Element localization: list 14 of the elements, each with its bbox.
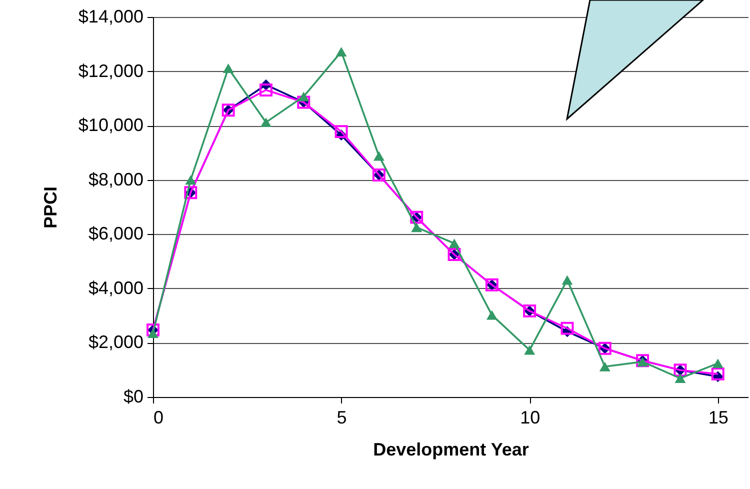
y-tick-label: $2,000 bbox=[88, 332, 144, 352]
y-axis-title: PPCI bbox=[40, 186, 60, 229]
x-tick-label: 15 bbox=[708, 408, 728, 428]
y-tick-label: $0 bbox=[123, 386, 144, 406]
x-axis-title: Development Year bbox=[373, 440, 529, 460]
y-tick-label: $4,000 bbox=[88, 278, 144, 298]
x-tick-label: 5 bbox=[336, 408, 347, 428]
y-tick-label: $14,000 bbox=[78, 6, 144, 26]
y-tick-label: $10,000 bbox=[78, 115, 144, 136]
x-tick-label: 10 bbox=[520, 408, 540, 428]
y-tick-label: $12,000 bbox=[78, 60, 144, 81]
y-tick-label: $8,000 bbox=[88, 169, 144, 190]
y-tick-label: $6,000 bbox=[88, 224, 144, 244]
x-tick-label: 0 bbox=[154, 408, 164, 428]
